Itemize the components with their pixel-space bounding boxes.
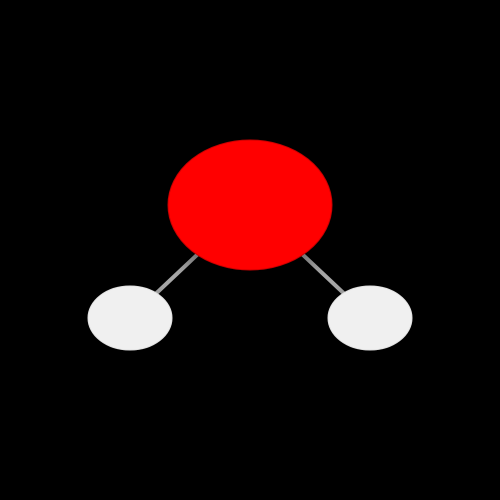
- atom-oxygen: [168, 140, 332, 270]
- water-molecule-diagram: [0, 0, 500, 500]
- atom-hydrogen1: [88, 286, 172, 350]
- atom-hydrogen2: [328, 286, 412, 350]
